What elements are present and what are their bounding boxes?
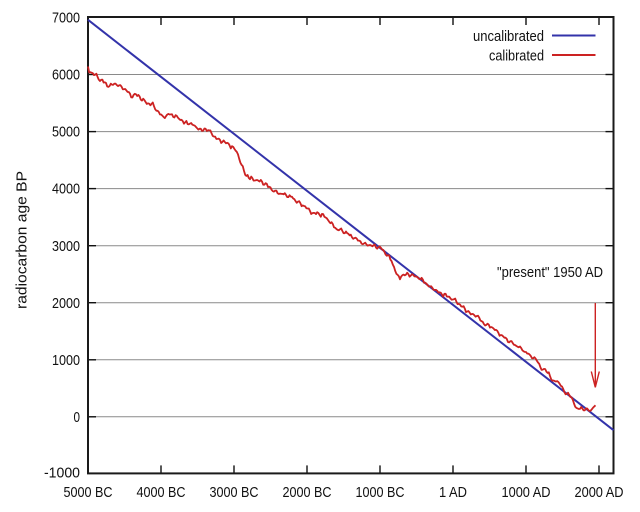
svg-text:0: 0 [74,409,81,426]
svg-text:radiocarbon age BP: radiocarbon age BP [13,171,30,309]
svg-text:2000: 2000 [52,295,80,312]
svg-text:7000: 7000 [52,10,80,27]
svg-text:calibrated: calibrated [489,47,544,64]
svg-text:3000: 3000 [52,238,80,255]
svg-text:3000 BC: 3000 BC [210,484,259,501]
svg-text:1000: 1000 [52,352,80,369]
svg-text:5000: 5000 [52,124,80,141]
svg-text:1000 AD: 1000 AD [502,484,551,501]
svg-text:1000 BC: 1000 BC [356,484,405,501]
svg-text:5000 BC: 5000 BC [64,484,113,501]
svg-text:4000: 4000 [52,181,80,198]
svg-text:1 AD: 1 AD [439,484,467,501]
svg-text:2000 BC: 2000 BC [283,484,332,501]
svg-text:2000 AD: 2000 AD [575,484,624,501]
svg-text:"present" 1950 AD: "present" 1950 AD [497,264,603,281]
svg-text:uncalibrated: uncalibrated [473,28,544,45]
svg-text:6000: 6000 [52,67,80,84]
svg-text:-1000: -1000 [44,465,80,482]
svg-text:4000 BC: 4000 BC [137,484,186,501]
